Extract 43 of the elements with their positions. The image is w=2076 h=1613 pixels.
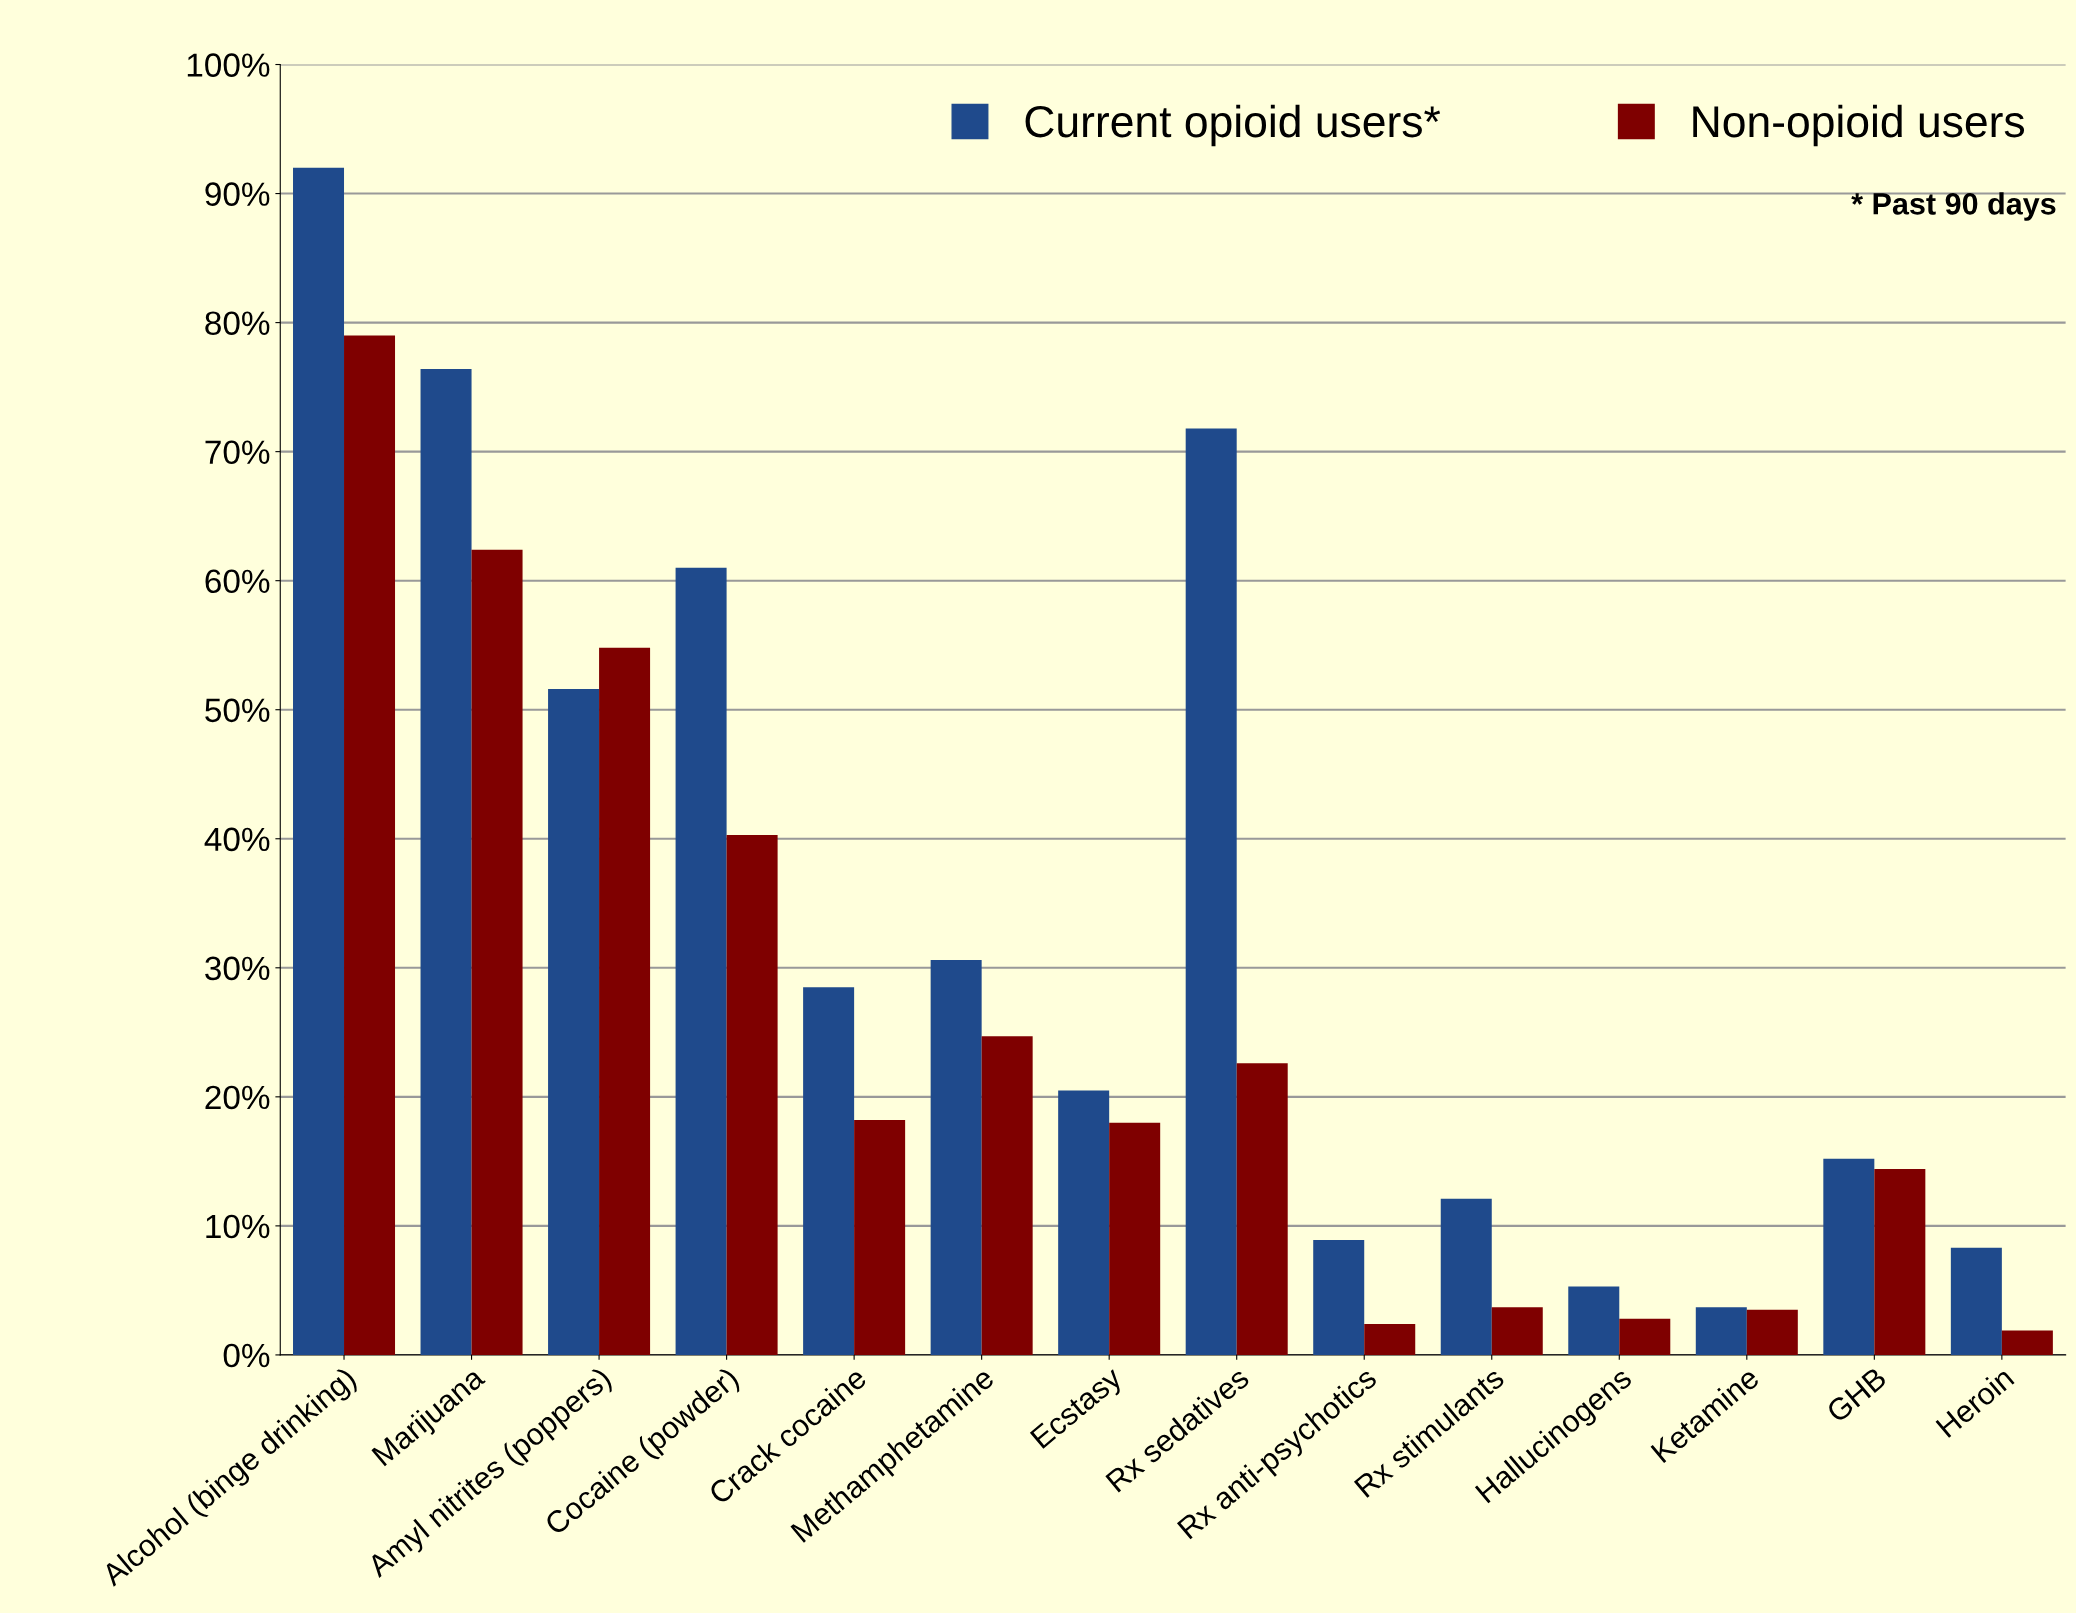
bar	[1823, 1158, 1875, 1355]
y-tick-label: 60%	[205, 569, 270, 594]
bar	[1568, 1286, 1620, 1355]
y-tick-label: 100%	[187, 53, 270, 77]
y-tick-label: 30%	[205, 956, 270, 981]
x-tick-label: GHB	[1825, 1366, 1888, 1424]
bar	[344, 335, 396, 1355]
bar	[1236, 1063, 1288, 1355]
bar	[2001, 1330, 2053, 1355]
y-tick-label: 10%	[206, 1214, 270, 1239]
bar	[726, 834, 778, 1355]
legend-label: Non-opioid users	[1693, 104, 2025, 147]
bar	[1440, 1198, 1492, 1355]
bar	[1313, 1240, 1365, 1355]
bar	[1746, 1309, 1798, 1355]
bar	[1695, 1307, 1747, 1355]
bar	[293, 167, 345, 1355]
annotation: * Past 90 days	[1851, 192, 2056, 221]
bar	[1058, 1090, 1110, 1355]
y-tick-label: 70%	[205, 440, 270, 465]
bar	[1185, 428, 1237, 1355]
y-tick-label: 20%	[205, 1085, 270, 1110]
bar	[1619, 1318, 1671, 1355]
bar	[599, 647, 651, 1355]
bar	[1874, 1169, 1926, 1355]
bar	[471, 549, 523, 1355]
bar	[1109, 1122, 1161, 1355]
bar	[1950, 1247, 2002, 1355]
bar	[548, 689, 600, 1355]
bar	[930, 960, 982, 1355]
bar	[1364, 1323, 1416, 1355]
bar	[981, 1036, 1033, 1355]
legend-label: Current opioid users*	[1025, 104, 1441, 147]
y-tick-label: 50%	[205, 698, 270, 723]
y-tick-label: 90%	[205, 182, 270, 206]
y-tick-label: 80%	[205, 311, 270, 336]
y-tick-label: 40%	[204, 827, 270, 852]
bar	[803, 987, 855, 1355]
bar	[854, 1120, 906, 1355]
y-tick-label: 0%	[223, 1343, 270, 1368]
bar	[675, 567, 727, 1355]
bar	[1491, 1307, 1543, 1355]
bar	[420, 369, 472, 1355]
